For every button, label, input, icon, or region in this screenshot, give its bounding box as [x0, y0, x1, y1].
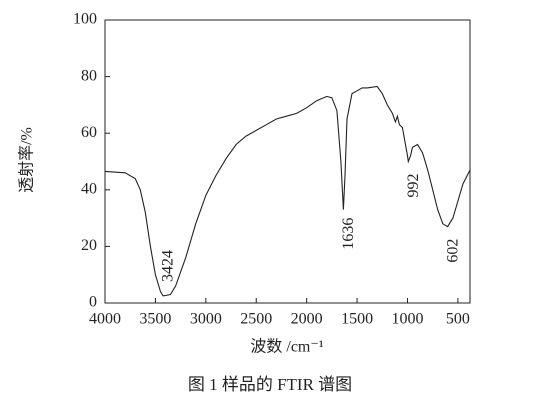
y-tick-label: 60: [81, 124, 97, 141]
y-axis-label: 透射率/%: [18, 127, 36, 193]
y-tick-label: 0: [89, 294, 97, 311]
x-tick-label: 500: [446, 311, 470, 328]
x-tick-label: 2500: [240, 311, 272, 328]
x-tick-label: 1000: [391, 311, 423, 328]
x-tick-label: 4000: [89, 311, 121, 328]
x-tick-label: 2000: [291, 311, 323, 328]
y-tick-label: 40: [81, 180, 97, 197]
y-tick-label: 20: [81, 237, 97, 254]
plot-frame: [104, 19, 471, 304]
spectrum-line: [104, 85, 471, 297]
x-axis-label: 波数 /cm⁻¹: [250, 338, 323, 356]
peak-label: 3424: [160, 250, 177, 282]
y-tick-label: 80: [81, 67, 97, 84]
peak-label: 602: [444, 239, 461, 263]
x-tick-label: 3000: [190, 311, 222, 328]
x-tick-label: 1500: [341, 311, 373, 328]
y-tick-label: 100: [73, 11, 97, 28]
peak-label: 992: [405, 174, 422, 198]
caption: 图 1 样品的 FTIR 谱图: [188, 375, 352, 394]
peak-label: 1636: [340, 218, 357, 250]
x-tick-label: 3500: [139, 311, 171, 328]
